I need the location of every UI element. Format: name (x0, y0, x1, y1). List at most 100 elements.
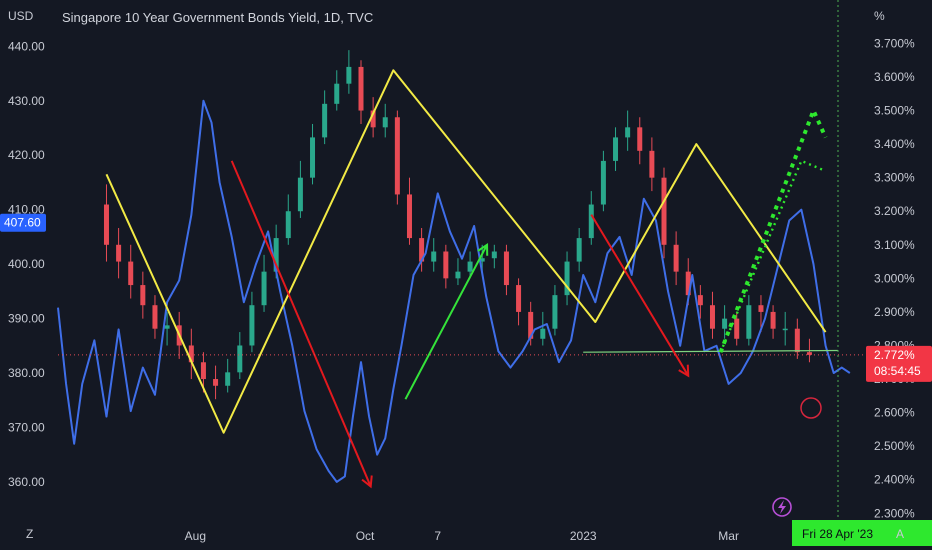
candle-body (285, 211, 291, 239)
candle-body (213, 379, 219, 386)
candle-body (806, 352, 812, 355)
x-axis-label: Oct (356, 529, 375, 543)
candle-body (370, 110, 376, 128)
annotations-layer (58, 0, 866, 520)
candle-body (382, 117, 388, 128)
candle-body (722, 318, 728, 329)
candle-body (709, 305, 715, 329)
candle-body (794, 328, 800, 353)
candle-body (140, 285, 146, 306)
x-axis-label: 2023 (570, 529, 597, 543)
candle-body (249, 305, 255, 346)
left-axis-unit: USD (8, 9, 34, 23)
right-axis-tick: 2.300% (874, 506, 915, 520)
lightning-bolt-icon[interactable] (772, 497, 792, 517)
bottom-left-z-icon[interactable]: Z (26, 527, 33, 541)
candle-body (128, 261, 134, 286)
candle-body (734, 318, 740, 339)
candle-body (613, 137, 619, 161)
candle-body (310, 137, 316, 178)
candle-body (540, 328, 546, 339)
candle-body (673, 244, 679, 272)
red-arrow-line (590, 214, 690, 377)
left-current-value: 407.60 (4, 216, 41, 230)
cursor-date-label: Fri 28 Apr '23 (802, 527, 873, 541)
candle-body (200, 362, 206, 380)
candle-body (152, 305, 158, 329)
right-axis-tick: 3.500% (874, 104, 915, 118)
candle-body (225, 372, 231, 386)
left-axis-tick: 440.00 (8, 39, 45, 53)
red-arrow-head (678, 364, 690, 378)
candle-body (649, 150, 655, 178)
candle-body (431, 251, 437, 262)
right-current-value: 2.772% (874, 348, 915, 362)
x-axis-label: 7 (434, 529, 441, 543)
right-axis-tick: 3.700% (874, 36, 915, 50)
left-axis-tick: 430.00 (8, 94, 45, 108)
candle-body (661, 177, 667, 245)
right-axis-tick: 3.200% (874, 204, 915, 218)
yellow-zigzag-line (105, 69, 827, 434)
right-axis-tick: 2.600% (874, 406, 915, 420)
candle-body (588, 204, 594, 239)
left-current-value-badge (0, 213, 46, 232)
x-axis-label: Aug (185, 529, 206, 543)
left-axis-tick: 380.00 (8, 366, 45, 380)
candle-body (443, 251, 449, 279)
right-axis-tick: 3.300% (874, 171, 915, 185)
candle-body (406, 194, 412, 239)
left-axis-tick: 400.00 (8, 257, 45, 271)
candle-body (600, 160, 606, 205)
candle-body (273, 238, 279, 272)
candle-body (467, 261, 473, 272)
candle-body (346, 66, 352, 84)
support-line (583, 349, 838, 353)
left-axis-tick: 390.00 (8, 312, 45, 326)
candle-body (334, 83, 340, 104)
candle-body (188, 345, 194, 363)
candle-body (552, 295, 558, 329)
countdown-timer: 08:54:45 (874, 364, 921, 378)
candle-body (261, 271, 267, 306)
candle-body (491, 251, 497, 259)
candle-body (479, 258, 485, 262)
candle-body (625, 127, 631, 138)
right-current-value-badge (866, 345, 932, 382)
right-axis-tick: 2.400% (874, 473, 915, 487)
right-axis-tick: 3.000% (874, 271, 915, 285)
candle-body (576, 238, 582, 262)
left-axis-tick: 420.00 (8, 148, 45, 162)
red-arrow-head (361, 475, 373, 489)
red-arrow-line (230, 160, 372, 487)
left-axis-tick: 360.00 (8, 475, 45, 489)
candle-body (758, 305, 764, 312)
bottom-right-a-icon[interactable]: A (896, 527, 904, 541)
blue-price-line (57, 99, 851, 483)
candle-body (637, 127, 643, 151)
green-arrow-line (404, 244, 488, 400)
axes-layer: 440.00 430.00 420.00 410.00 400.00 390.00 380.… (0, 36, 932, 546)
candle-body (103, 204, 109, 245)
candle-body (503, 251, 509, 286)
candle-body (770, 311, 776, 329)
candle-body (164, 325, 170, 329)
candle-body (116, 244, 122, 262)
candle-body (528, 311, 534, 339)
green-arrow-head (477, 242, 489, 256)
candle-body (746, 305, 752, 339)
right-axis-tick: 2.900% (874, 305, 915, 319)
candle-body (782, 328, 788, 331)
candle-body (322, 103, 328, 138)
right-axis-tick: 3.100% (874, 238, 915, 252)
candle-body (394, 117, 400, 195)
candle-body (685, 271, 691, 296)
x-axis-label: Mar (718, 529, 739, 543)
candle-body (419, 238, 425, 262)
candles-layer (103, 50, 812, 400)
chart-title: Singapore 10 Year Government Bonds Yield… (62, 10, 373, 25)
candle-body (358, 66, 364, 111)
red-circle-icon[interactable] (800, 397, 822, 419)
